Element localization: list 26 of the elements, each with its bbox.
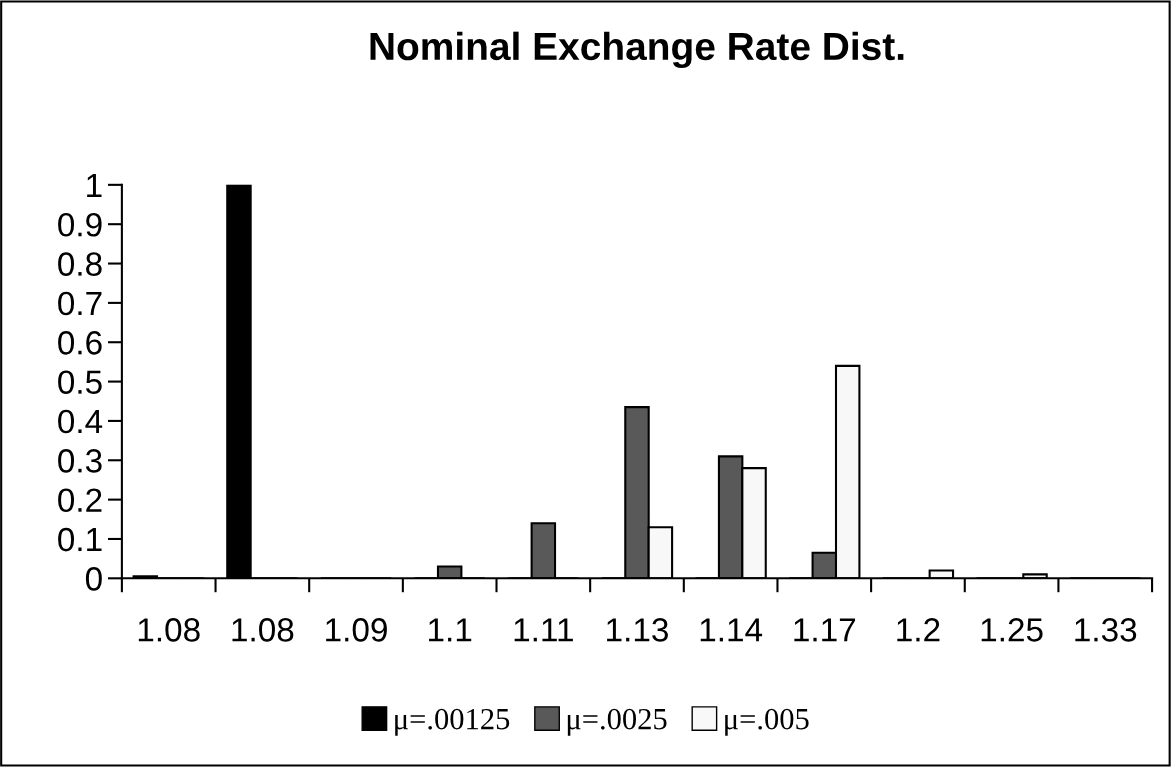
legend-label: μ=.00125 (395, 708, 510, 736)
y-tick-label: 0.3 (58, 449, 102, 473)
y-tick-label: 0.1 (58, 527, 102, 552)
x-tick-label: 1.09 (326, 618, 387, 642)
chart-title: Nominal Exchange Rate Dist. (370, 31, 904, 69)
x-tick-label: 1.13 (607, 618, 668, 642)
x-tick-label: 1.25 (981, 618, 1043, 642)
y-tick-label: 0.9 (58, 213, 102, 237)
x-tick-label: 1.11 (514, 618, 573, 642)
x-tick-label: 1.2 (897, 618, 940, 642)
x-tick-label: 1.1 (429, 618, 472, 642)
legend-label: μ=.005 (725, 708, 809, 736)
y-tick-label: 0.8 (58, 252, 102, 276)
y-tick-label: 0 (85, 567, 102, 591)
x-tick-label: 1.33 (1075, 618, 1137, 642)
y-tick-label: 0.4 (58, 409, 103, 434)
x-tick-label: 1.08 (138, 618, 200, 642)
x-tick-label: 1.14 (700, 618, 763, 642)
x-tick-label: 1.17 (794, 618, 856, 642)
y-tick-label: 1 (87, 173, 102, 197)
y-tick-label: 0.2 (58, 488, 102, 513)
x-tick-label: 1.08 (232, 618, 294, 642)
y-tick-label: 0.7 (58, 291, 102, 316)
y-tick-label: 0.6 (58, 331, 102, 355)
y-tick-label: 0.5 (58, 370, 102, 394)
legend-label: μ=.0025 (567, 708, 667, 736)
